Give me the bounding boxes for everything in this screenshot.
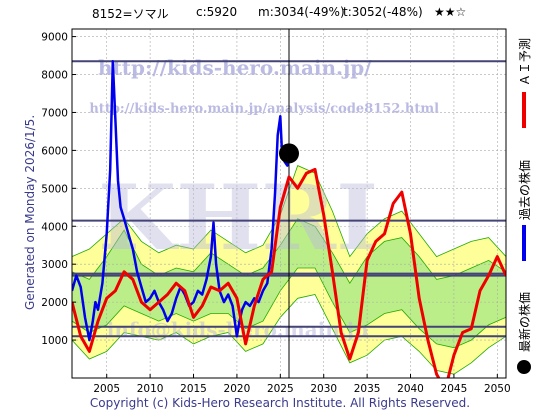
series-ai [72, 167, 506, 378]
watermark-url-analysis: http://kids-hero.main.jp/analysis/code81… [89, 101, 439, 116]
y-tick-label-7000: 7000 [41, 107, 68, 119]
legend-latest-label: 最新の株価 [518, 291, 532, 352]
legend-latest-marker [517, 360, 531, 374]
legend-past-swatch [522, 225, 526, 261]
x-tick-label-2045: 2045 [441, 383, 468, 395]
legend-ai-label: ＡＩ予測 [518, 37, 532, 86]
plot-frame [71, 28, 507, 379]
watermark-khri: KHRI [98, 165, 378, 271]
minimum-value: m:3034(-49%) [258, 5, 345, 19]
copyright-footer: Copyright (c) Kids-Hero Research Institu… [89, 396, 471, 410]
y-tick-label-4000: 4000 [41, 221, 68, 233]
legend-past-label: 過去の株価 [518, 159, 532, 220]
legend-ai-swatch [522, 92, 526, 128]
x-tick-label-2005: 2005 [93, 383, 120, 395]
y-tick-label-1000: 1000 [41, 335, 68, 347]
chart-header: 8152=ソマル c:5920 m:3034(-49%) t:3052(-48%… [0, 2, 560, 24]
x-tick-label-2030: 2030 [310, 383, 337, 395]
plot-inner: http://kids-hero.main.jp/http://kids-her… [72, 29, 506, 378]
y-tick-label-6000: 6000 [41, 145, 68, 157]
x-tick-label-2050: 2050 [484, 383, 511, 395]
latest-price-marker [279, 143, 299, 164]
x-tick-label-2040: 2040 [397, 383, 424, 395]
x-tick-label-2020: 2020 [224, 383, 251, 395]
y-tick-label-2000: 2000 [41, 297, 68, 309]
x-tick-label-2010: 2010 [137, 383, 164, 395]
target-value: t:3052(-48%) [343, 5, 423, 19]
y-tick-label-9000: 9000 [41, 32, 68, 44]
stock-name: 8152=ソマル [92, 7, 169, 21]
generated-date-label: Generated on Monday 2026/1/5. [23, 114, 37, 310]
watermark-url: http://kids-hero.main.jp/ [98, 56, 372, 80]
forecast-band-inner [72, 218, 506, 348]
y-tick-label-5000: 5000 [41, 183, 68, 195]
x-tick-label-2015: 2015 [180, 383, 207, 395]
y-tick-label-3000: 3000 [41, 259, 68, 271]
rating-stars: ★★☆ [434, 5, 467, 19]
close-price: c:5920 [196, 5, 238, 19]
plot-area: http://kids-hero.main.jp/http://kids-her… [41, 28, 511, 395]
y-tick-label-8000: 8000 [41, 70, 68, 82]
x-tick-label-2025: 2025 [267, 383, 294, 395]
x-tick-label-2035: 2035 [354, 383, 381, 395]
